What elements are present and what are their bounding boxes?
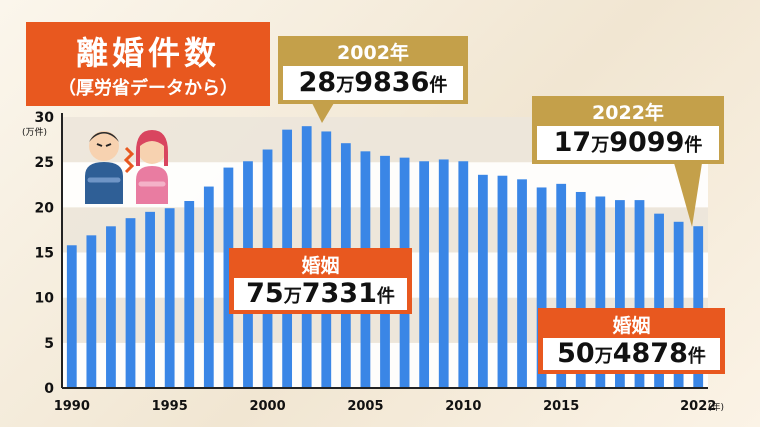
bar-2014 [536,187,547,388]
bar-2008 [419,161,430,388]
peak-year-label: 2002年 [337,42,409,64]
y-tick-label: 25 [35,155,54,171]
peak-value-d1: 28 [298,67,337,98]
y-unit-label: (万件) [22,126,47,138]
bar-2021 [673,221,684,388]
bar-1998 [223,167,234,388]
latest-value: 17万9099件 [537,126,719,160]
y-tick-label: 15 [35,246,54,262]
title-box: 離婚件数 （厚労省データから） [26,22,270,106]
x-unit-label: (年) [708,401,724,413]
latest-value-d1: 17 [553,127,592,158]
bar-1995 [164,208,175,388]
peak-callout: 2002年 28万9836件 [278,36,468,104]
bar-2018 [615,200,625,388]
chart-subtitle: （厚労省データから） [58,78,238,99]
bar-2015 [556,183,567,388]
marriage-peak-u1: 万 [283,286,302,307]
y-tick-label: 0 [44,381,54,397]
bar-1990 [66,245,77,388]
marriage-latest-u1: 万 [594,346,613,367]
peak-callout-pointer [312,103,334,123]
marriage-latest-label: 婚姻 [612,315,651,337]
bar-1997 [203,186,214,388]
y-tick-label: 10 [35,291,55,307]
marriage-peak-u2: 件 [376,286,395,307]
latest-value-u2: 件 [684,135,703,156]
bar-2011 [477,174,488,388]
y-tick-label: 30 [35,110,55,126]
bar-1991 [86,235,97,388]
x-tick-label: 2015 [543,399,579,414]
y-tick-label: 5 [44,336,54,352]
bar-2013 [517,179,527,388]
bar-2019 [634,200,645,388]
peak-value-u1: 万 [336,75,355,96]
x-tick-label: 1995 [152,399,188,414]
bar-2022 [693,226,704,388]
marriage-peak-d2: 7331 [301,278,377,309]
x-tick-label: 2010 [445,399,481,414]
bar-2009 [438,159,449,388]
marriage-latest-d2: 4878 [612,338,688,369]
bar-2010 [458,161,469,388]
y-tick-label: 20 [35,200,55,216]
latest-value-d2: 9099 [609,127,685,158]
marriage-latest-u2: 件 [687,346,706,367]
bar-2020 [654,213,664,388]
latest-value-u1: 万 [591,135,610,156]
bar-2012 [497,175,508,388]
bar-2017 [595,196,606,388]
bar-1996 [184,201,195,388]
bar-2016 [575,191,586,388]
chart-title: 離婚件数 [75,34,220,72]
marriage-latest-value: 50万4878件 [543,338,720,370]
latest-callout: 2022年 17万9099件 [532,96,724,164]
marriage-peak-d1: 75 [246,278,284,309]
marriage-latest-d1: 50 [557,338,595,369]
x-tick-label: 2005 [347,399,383,414]
x-tick-label: 1990 [54,399,90,414]
latest-year-label: 2022年 [592,102,664,124]
peak-value-d2: 9836 [354,67,430,98]
peak-value-u2: 件 [429,75,448,96]
marriage-peak-callout: 婚姻 75万7331件 [229,248,412,314]
marriage-peak-value: 75万7331件 [234,278,407,310]
x-tick-label: 2000 [249,399,285,414]
x-tick-label: 2022 [680,399,716,414]
arguing-couple-icon [74,120,174,204]
latest-callout-pointer [674,163,702,227]
marriage-latest-callout: 婚姻 50万4878件 [538,308,725,374]
bar-1992 [106,226,116,388]
bar-1994 [145,211,155,388]
bar-1993 [125,218,136,388]
marriage-peak-label: 婚姻 [301,255,340,277]
peak-value: 28万9836件 [283,66,463,100]
